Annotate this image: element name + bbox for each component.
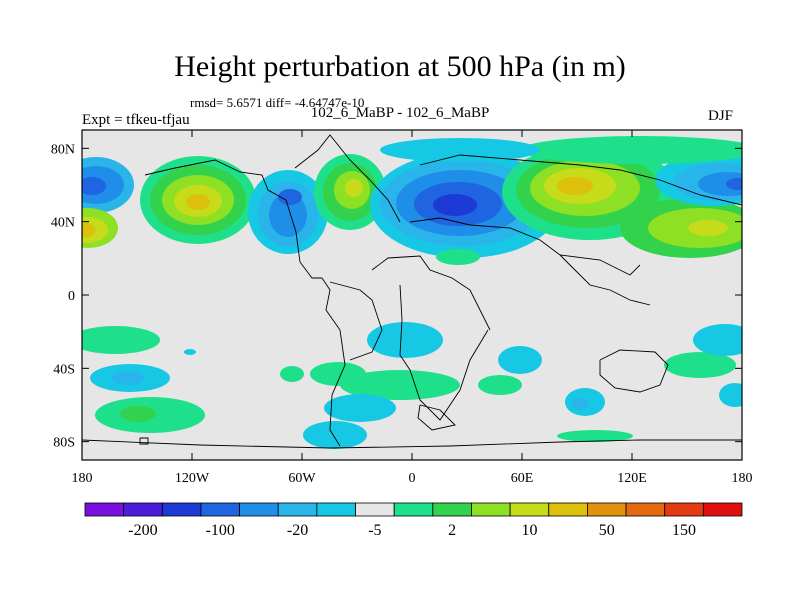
colorbar-swatch: [161, 502, 202, 517]
colorbar-swatch: [393, 502, 434, 517]
colorbar-label: -5: [368, 522, 381, 539]
contour-shading: [340, 370, 460, 400]
contour-shading: [498, 346, 542, 374]
colorbar-swatch: [587, 502, 627, 517]
map-axes: 180 120W 60W 0 60E 120E 180 80N 40N 0 40S 80S: [51, 130, 753, 486]
colorbar-swatch: [200, 502, 240, 517]
x-tick-label: 60E: [511, 471, 534, 486]
contour-shading: [186, 194, 210, 210]
contour-shading: [478, 375, 522, 395]
x-tick-label: 120E: [617, 471, 647, 486]
colorbar-swatch: [664, 502, 704, 517]
colorbar-label: 10: [521, 522, 537, 539]
y-tick-label: 40N: [51, 216, 75, 231]
coastline-south-america-east: [329, 281, 383, 361]
colorbar-swatch: [84, 502, 125, 517]
colorbar-swatch: [702, 502, 743, 517]
colorbar-label: 2: [448, 522, 456, 539]
colorbar-swatch: [548, 502, 588, 517]
colorbar-label: -20: [287, 522, 308, 539]
coastline-south-america: [321, 277, 346, 447]
rmsd-diff-stats: rmsd= 5.6571 diff= -4.64747e-10: [190, 95, 365, 110]
chart-title: Height perturbation at 500 hPa (in m): [174, 50, 626, 83]
contour-shading: [345, 179, 363, 197]
colorbar: -200 -100 -20 -5 2 10 50 150: [84, 502, 743, 539]
contour-shading: [280, 366, 304, 382]
contour-shading: [303, 421, 367, 449]
contour-shading: [726, 178, 742, 190]
contour-shading: [380, 138, 540, 162]
contour-shading: [557, 177, 593, 195]
coastline-eurasia-north: [419, 154, 742, 206]
coastline-greenland: [294, 134, 401, 223]
experiment-subtitle: 102_6_MaBP - 102_6_MaBP: [310, 105, 490, 121]
anomaly-field: [82, 136, 742, 449]
contour-shading: [184, 349, 196, 355]
coastline-southeast-asia: [559, 254, 651, 306]
colorbar-swatch: [123, 502, 163, 517]
y-tick-label: 40S: [53, 362, 75, 377]
contour-shading: [278, 189, 302, 205]
y-tick-label: 80N: [51, 142, 75, 157]
contour-shading: [688, 220, 728, 236]
colorbar-swatch: [471, 502, 511, 517]
contour-shading: [112, 371, 144, 385]
season-label: DJF: [708, 108, 734, 124]
colorbar-swatch: [316, 502, 356, 517]
x-tick-label: 60W: [288, 471, 316, 486]
coastline-island: [139, 437, 149, 445]
contour-shading: [82, 223, 95, 237]
coastline-southern-ocean-island: [417, 404, 456, 431]
contour-shading: [367, 322, 443, 358]
contour-shading: [520, 136, 742, 164]
coastline-antarctica: [82, 439, 742, 449]
coastlines: [82, 134, 742, 449]
contour-shading: [433, 194, 477, 216]
contour-shading: [693, 324, 742, 356]
colorbar-swatch: [239, 502, 279, 517]
colorbar-swatch: [355, 502, 395, 517]
coastline-africa-south: [399, 284, 489, 421]
colorbar-label: 50: [599, 522, 615, 539]
coastline-africa-north: [371, 255, 491, 331]
contour-shading: [436, 249, 480, 265]
y-tick-label: 80S: [53, 436, 75, 451]
x-tick-label: 120W: [175, 471, 210, 486]
contour-shading: [664, 352, 736, 378]
map-plot-area: [81, 129, 743, 461]
colorbar-swatch: [432, 502, 472, 517]
contour-shading: [698, 172, 742, 196]
experiment-label: Expt = tfkeu-tfjau: [82, 112, 190, 128]
contour-shading: [82, 326, 160, 354]
contour-shading: [719, 383, 742, 407]
coastline-eurasia-south: [409, 217, 641, 276]
y-tick-label: 0: [68, 289, 75, 304]
contour-shading: [557, 430, 633, 442]
colorbar-swatch: [509, 502, 550, 517]
x-tick-label: 180: [72, 471, 93, 486]
contour-shading: [120, 406, 156, 422]
colorbar-label: -100: [206, 522, 235, 539]
x-tick-label: 180: [732, 471, 753, 486]
colorbar-swatch: [625, 502, 666, 517]
contour-shading: [572, 398, 588, 410]
contour-shading: [269, 193, 307, 237]
coastline-australia: [599, 349, 669, 393]
colorbar-swatch: [277, 502, 318, 517]
colorbar-label: -200: [128, 522, 157, 539]
contour-shading: [324, 394, 396, 422]
contour-shading: [82, 177, 106, 195]
x-tick-label: 0: [409, 471, 416, 486]
coastline-north-america: [144, 159, 322, 279]
colorbar-label: 150: [672, 522, 696, 539]
